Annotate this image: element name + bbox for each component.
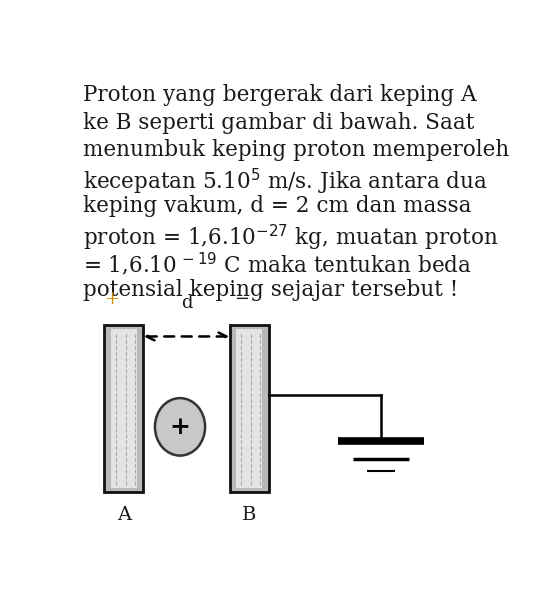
Text: menumbuk keping proton memperoleh: menumbuk keping proton memperoleh — [83, 140, 509, 161]
Text: Proton yang bergerak dari keping A: Proton yang bergerak dari keping A — [83, 84, 477, 106]
Text: potensial keping sejajar tersebut !: potensial keping sejajar tersebut ! — [83, 279, 458, 300]
Text: = 1,6.10$^{\,-19}$ C maka tentukan beda: = 1,6.10$^{\,-19}$ C maka tentukan beda — [83, 250, 472, 278]
Text: proton = 1,6.10$^{-27}$ kg, muatan proton: proton = 1,6.10$^{-27}$ kg, muatan proto… — [83, 223, 498, 253]
Text: keping vakum, d = 2 cm dan massa: keping vakum, d = 2 cm dan massa — [83, 195, 471, 217]
Text: ke B seperti gambar di bawah. Saat: ke B seperti gambar di bawah. Saat — [83, 111, 474, 134]
Text: +: + — [104, 290, 119, 308]
Ellipse shape — [155, 398, 205, 456]
FancyBboxPatch shape — [230, 325, 269, 492]
Text: A: A — [117, 506, 131, 524]
FancyBboxPatch shape — [236, 329, 262, 488]
FancyBboxPatch shape — [104, 325, 143, 492]
Text: d: d — [181, 294, 193, 312]
Text: +: + — [170, 415, 190, 439]
FancyBboxPatch shape — [111, 329, 137, 488]
Text: B: B — [242, 506, 257, 524]
Text: −: − — [234, 290, 249, 308]
Text: kecepatan 5.10$^5$ m/s. Jika antara dua: kecepatan 5.10$^5$ m/s. Jika antara dua — [83, 167, 488, 197]
